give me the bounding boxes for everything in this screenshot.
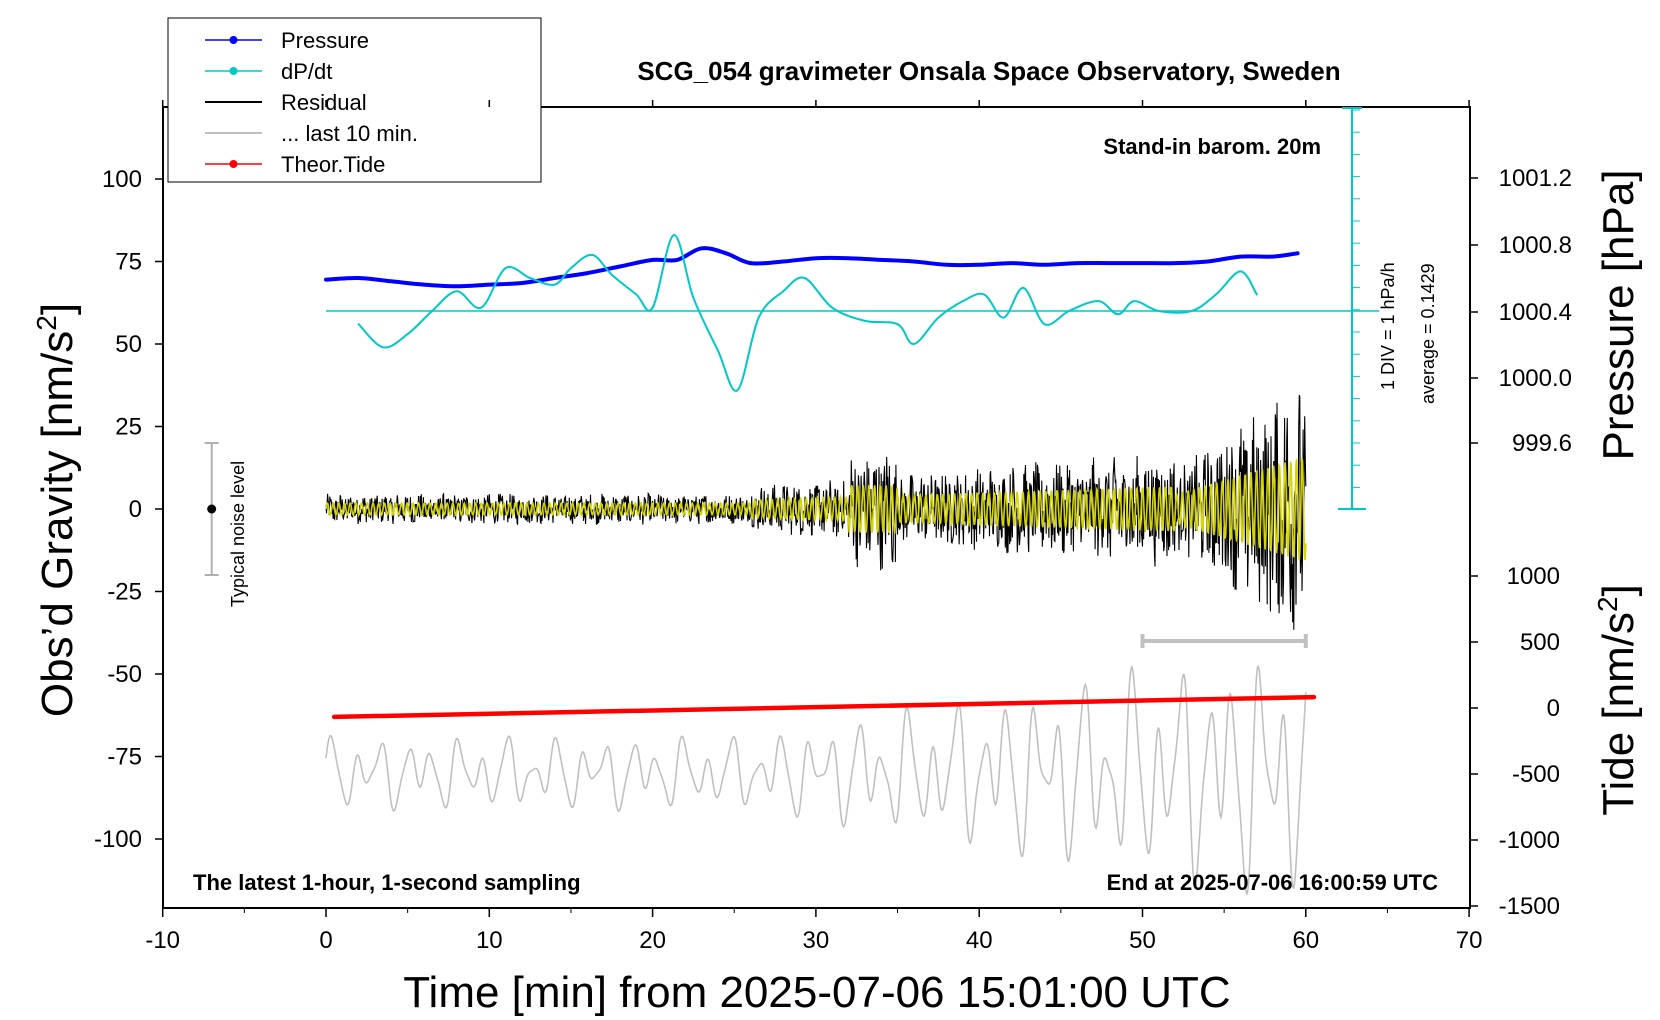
x-tick-label: 10 bbox=[476, 927, 503, 954]
x-tick-label: 70 bbox=[1456, 927, 1483, 954]
end-note: End at 2025-07-06 16:00:59 UTC bbox=[1107, 870, 1438, 895]
legend-marker bbox=[229, 160, 238, 168]
y-tick-label-left: -25 bbox=[107, 579, 142, 606]
latest-note: The latest 1-hour, 1-second sampling bbox=[193, 870, 581, 895]
div-note: 1 DIV = 1 hPa/h bbox=[1378, 262, 1398, 390]
x-tick-label: 40 bbox=[966, 927, 993, 954]
noise-bar-dot bbox=[207, 504, 217, 514]
y-tick-label-tide: 1000 bbox=[1507, 563, 1560, 590]
y-tick-label-tide: -500 bbox=[1512, 761, 1560, 788]
x-tick-label: 60 bbox=[1292, 927, 1319, 954]
y-tick-label-left: -100 bbox=[94, 826, 142, 853]
legend-label: Pressure bbox=[281, 28, 369, 53]
legend: Pressure dP/dt Residual ... last 10 min. The… bbox=[167, 17, 542, 183]
y-tick-label-left: 25 bbox=[115, 414, 142, 441]
y-axis-title-pressure: Pressure [hPa] bbox=[1594, 169, 1643, 460]
y-tick-label-left: 75 bbox=[115, 249, 142, 276]
y-tick-label-tide: 500 bbox=[1520, 629, 1560, 656]
axis-ticks: -10 0 10 20 30 40 50 60 701007550250-25-50-75-10… bbox=[94, 100, 1572, 954]
residual-layer bbox=[204, 394, 1307, 630]
series-last10-line bbox=[325, 664, 1307, 896]
x-tick-label: 30 bbox=[803, 927, 830, 954]
y-tick-label-tide: -1500 bbox=[1499, 893, 1560, 920]
noise-note: Typical noise level bbox=[228, 461, 248, 607]
legend-marker bbox=[229, 67, 238, 75]
y-tick-label-left: 100 bbox=[102, 166, 142, 193]
y-axis-title-left: Obs’d Gravity [nm/s2] bbox=[31, 303, 82, 717]
legend-marker bbox=[229, 36, 238, 44]
y-tick-label-tide: 0 bbox=[1547, 695, 1560, 722]
x-tick-label: 50 bbox=[1129, 927, 1156, 954]
x-tick-label: 0 bbox=[319, 927, 332, 954]
y-tick-label-pressure: 999.6 bbox=[1512, 430, 1572, 457]
y-tick-label-pressure: 1000.4 bbox=[1499, 299, 1572, 326]
average-note: average = 0.1429 bbox=[1418, 263, 1438, 404]
y-tick-label-tide: -1000 bbox=[1499, 827, 1560, 854]
x-tick-label: -10 bbox=[145, 927, 180, 954]
legend-box bbox=[167, 17, 542, 183]
legend-label: ... last 10 min. bbox=[281, 121, 418, 146]
y-tick-label-left: 50 bbox=[115, 331, 142, 358]
barometer-note: Stand-in barom. 20m bbox=[1103, 134, 1321, 159]
legend-label: dP/dt bbox=[281, 59, 332, 84]
series-line-theor-tide bbox=[331, 694, 1317, 720]
x-tick-label: 20 bbox=[639, 927, 666, 954]
y-tick-label-left: 0 bbox=[129, 496, 142, 523]
y-tick-label-pressure: 1000.0 bbox=[1499, 365, 1572, 392]
x-axis-title: Time [min] from 2025-07-06 15:01:00 UTC bbox=[403, 968, 1230, 1017]
y-tick-label-left: -50 bbox=[107, 661, 142, 688]
series-line-dp-dt bbox=[357, 234, 1258, 392]
dpdt-scale-bar bbox=[1338, 107, 1366, 511]
y-tick-label-left: -75 bbox=[107, 744, 142, 771]
y-tick-label-pressure: 1000.8 bbox=[1499, 232, 1572, 259]
series-residual-line bbox=[325, 394, 1307, 630]
chart-title: SCG_054 gravimeter Onsala Space Observat… bbox=[637, 56, 1340, 86]
series-line-pressure bbox=[324, 246, 1300, 289]
series-layer bbox=[324, 234, 1380, 896]
y-tick-label-pressure: 1001.2 bbox=[1499, 165, 1572, 192]
y-axis-title-tide: Tide [nm/s2] bbox=[1592, 584, 1643, 816]
legend-label: Theor.Tide bbox=[281, 152, 385, 177]
legend-label: Residual bbox=[281, 90, 367, 115]
series-filtered-line bbox=[325, 458, 1307, 561]
